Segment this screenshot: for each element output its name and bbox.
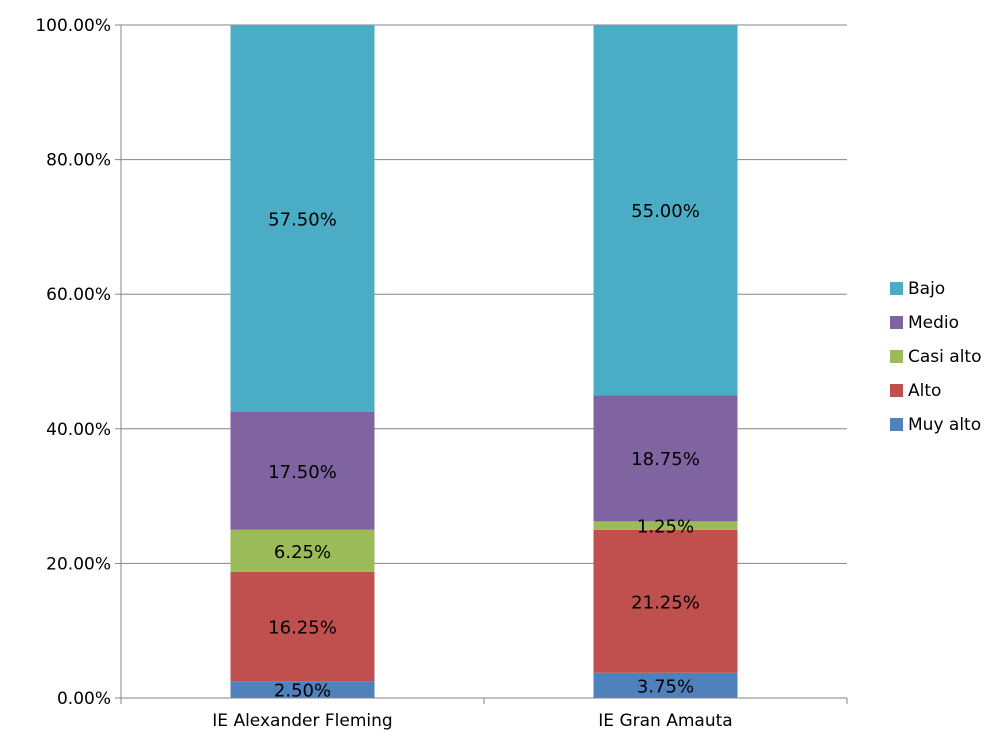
bar-segment xyxy=(593,521,738,530)
data-label: 1.25% xyxy=(637,517,694,538)
data-label: 16.25% xyxy=(268,617,337,638)
y-tick-label: 60.00% xyxy=(46,285,111,305)
y-tick-label: 80.00% xyxy=(46,151,111,171)
data-label: 2.50% xyxy=(274,681,331,702)
legend-swatch xyxy=(890,418,903,431)
x-tick-label: IE Alexander Fleming xyxy=(212,711,392,731)
axis-layer: 0.00% 20.00% 40.00% 60.00% 80.00% 100.00% IE A… xyxy=(35,16,848,731)
legend-label: Medio xyxy=(908,313,959,333)
bar-segment xyxy=(230,25,375,412)
bar-segment xyxy=(230,529,375,572)
y-tick-label: 100.00% xyxy=(35,16,111,36)
data-label: 57.50% xyxy=(268,209,337,230)
data-label: 55.00% xyxy=(631,201,700,222)
y-tick-label: 0.00% xyxy=(57,689,111,709)
bar-segment xyxy=(593,529,738,673)
data-label: 3.75% xyxy=(637,676,694,697)
legend: Bajo Medio Casi alto Alto Muy alto xyxy=(890,279,981,435)
bar-segment xyxy=(593,25,738,396)
bar-layer xyxy=(230,25,738,698)
legend-label: Casi alto xyxy=(908,347,981,367)
legend-label: Muy alto xyxy=(908,415,981,435)
data-label: 17.50% xyxy=(268,462,337,483)
data-label: 18.75% xyxy=(631,449,700,470)
legend-label: Alto xyxy=(908,381,941,401)
legend-label: Bajo xyxy=(908,279,945,299)
legend-swatch xyxy=(890,282,903,295)
legend-swatch xyxy=(890,350,903,363)
grid-layer xyxy=(121,24,847,564)
label-layer: 2.50% 16.25% 6.25% 17.50% 57.50% 3.75% 21.25% 1… xyxy=(268,201,700,702)
bar-segment xyxy=(230,681,375,698)
x-tick-label: IE Gran Amauta xyxy=(598,711,732,731)
data-label: 21.25% xyxy=(631,592,700,613)
y-tick-label: 20.00% xyxy=(46,554,111,574)
bar-segment xyxy=(230,571,375,682)
bar-segment xyxy=(593,672,738,698)
data-label: 6.25% xyxy=(274,542,331,563)
bar-segment xyxy=(230,411,375,530)
bar-segment xyxy=(593,395,738,522)
legend-swatch xyxy=(890,316,903,329)
y-tick-label: 40.00% xyxy=(46,420,111,440)
legend-swatch xyxy=(890,384,903,397)
